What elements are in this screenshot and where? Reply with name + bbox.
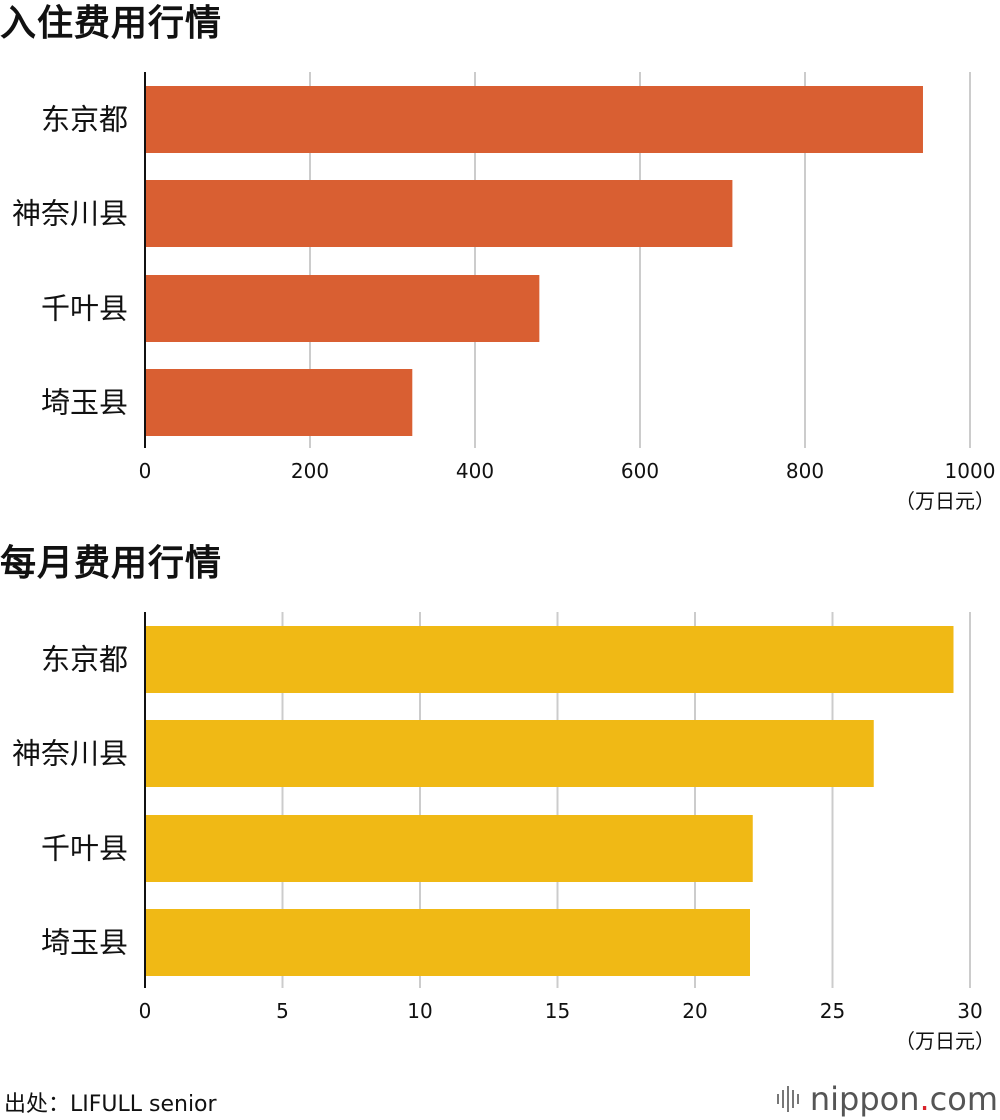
monthly-tick-label: 5 bbox=[276, 999, 289, 1023]
monthly-bar bbox=[145, 720, 874, 787]
monthly-tick-label: 20 bbox=[682, 999, 707, 1023]
monthly-category-label: 千叶县 bbox=[41, 832, 128, 866]
source-note: 出处：LIFULL senior bbox=[4, 1092, 217, 1117]
monthly-bar bbox=[145, 909, 750, 976]
entry-tick-label: 200 bbox=[291, 459, 329, 483]
entry-tick-label: 400 bbox=[456, 459, 494, 483]
brand-main: nippon bbox=[809, 1080, 920, 1118]
entry-bar bbox=[145, 180, 733, 247]
entry-bar bbox=[145, 275, 540, 342]
monthly-tick-label: 15 bbox=[545, 999, 570, 1023]
monthly-tick-label: 10 bbox=[407, 999, 432, 1023]
monthly-tick-label: 0 bbox=[139, 999, 152, 1023]
entry-tick-label: 0 bbox=[139, 459, 152, 483]
monthly-tick-label: 25 bbox=[820, 999, 845, 1023]
entry-bar bbox=[145, 86, 923, 153]
sound-bars-icon bbox=[776, 1086, 802, 1112]
monthly-category-label: 埼玉县 bbox=[41, 926, 128, 960]
entry-category-label: 千叶县 bbox=[41, 292, 128, 326]
monthly-category-label: 东京都 bbox=[41, 643, 128, 677]
entry-tick-label: 1000 bbox=[945, 459, 996, 483]
entry-bar bbox=[145, 369, 413, 436]
entry-category-label: 埼玉县 bbox=[41, 386, 128, 420]
monthly-bar bbox=[145, 626, 954, 693]
entry-tick-label: 800 bbox=[786, 459, 824, 483]
brand-tail: com bbox=[929, 1080, 998, 1118]
chart-title-entry: 入住费用行情 bbox=[0, 3, 223, 44]
entry-category-label: 神奈川县 bbox=[12, 197, 128, 231]
monthly-tick-label: 30 bbox=[957, 999, 982, 1023]
entry-unit-label: （万日元） bbox=[895, 489, 995, 513]
brand-logo: nippon. com bbox=[776, 1080, 998, 1118]
entry-category-label: 东京都 bbox=[41, 103, 128, 137]
monthly-unit-label: （万日元） bbox=[895, 1029, 995, 1053]
entry-tick-label: 600 bbox=[621, 459, 659, 483]
monthly-bar bbox=[145, 815, 753, 882]
chart-title-monthly: 每月费用行情 bbox=[0, 543, 223, 584]
monthly-category-label: 神奈川县 bbox=[12, 737, 128, 771]
brand-dot: . bbox=[919, 1080, 930, 1118]
